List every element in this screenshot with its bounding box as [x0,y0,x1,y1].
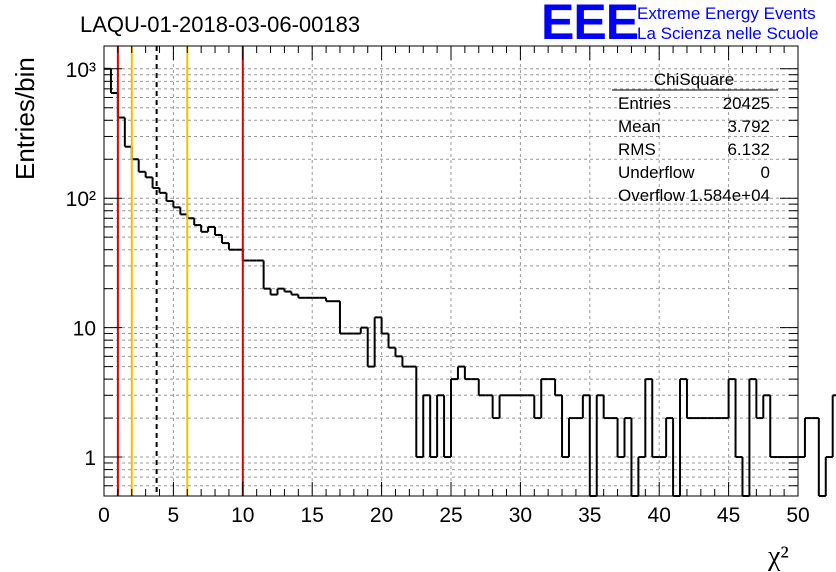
stats-label: Overflow [618,186,686,205]
brand-line-2: La Scienza nelle Scuole [637,24,819,43]
x-tick-label: 50 [786,504,809,527]
eee-logo-mark: EEE [541,0,639,50]
stats-label: Mean [618,117,661,136]
y-axis: 1 10 10² 10³ [66,59,798,497]
stats-value: 20425 [723,94,770,113]
histogram-bars [104,67,836,497]
stats-title: ChiSquare [654,70,734,89]
brand-line-1: Extreme Energy Events [637,4,816,23]
x-tick-label: 0 [98,504,110,527]
x-tick-label: 40 [648,504,671,527]
cut-lines [116,46,244,496]
stats-box: ChiSquare Entries 20425 Mean 3.792 RMS 6.132 U… [612,70,778,205]
x-tick-label: 30 [509,504,532,527]
stats-value: 3.792 [727,117,770,136]
x-tick-label: 15 [301,504,324,527]
y-tick-label: 10² [66,188,96,211]
x-axis: 0 5 10 15 20 25 30 35 40 45 50 [98,46,810,527]
stats-label: Underflow [618,163,695,182]
stats-value: 0 [761,163,770,182]
x-tick-label: 25 [439,504,462,527]
x-tick-label: 5 [168,504,180,527]
chart-title: LAQU-01-2018-03-06-00183 [80,12,360,37]
x-tick-label: 20 [370,504,393,527]
stats-value: 1.584e+04 [689,186,770,205]
y-tick-label: 10³ [66,59,96,82]
stats-label: RMS [618,140,656,159]
eee-logo: EEE Extreme Energy Events La Scienza nel… [541,0,831,50]
x-tick-label: 35 [578,504,601,527]
stats-value: 6.132 [727,140,770,159]
y-axis-label: Entries/bin [10,57,40,180]
stats-label: Entries [618,94,671,113]
y-tick-label: 1 [84,447,96,470]
grid-lines [104,46,798,497]
x-tick-label: 10 [231,504,254,527]
y-tick-label: 10 [73,318,96,341]
x-tick-label: 45 [717,504,740,527]
x-axis-label: χ² [767,541,789,572]
